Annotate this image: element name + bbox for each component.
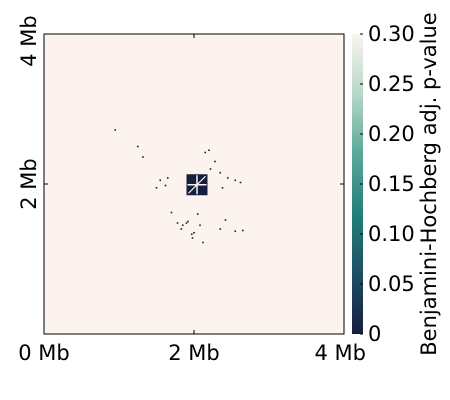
significant-point (193, 231, 195, 234)
significant-point (219, 171, 222, 174)
significant-point (166, 177, 169, 179)
significant-point (170, 211, 173, 214)
x-tick-label: 2 Mb (168, 341, 220, 365)
significant-point (155, 186, 158, 189)
significant-point (159, 179, 162, 182)
colorbar-label: Benjamini-Hochberg adj. p-value (417, 12, 441, 355)
significant-point (221, 186, 224, 189)
x-tick-label: 4 Mb (315, 341, 367, 365)
significant-point (190, 233, 193, 236)
significant-point (219, 228, 222, 230)
significant-point (241, 229, 244, 232)
x-tick-label: 0 Mb (18, 341, 70, 365)
y-tick-label: 4 Mb (17, 15, 41, 67)
significant-point (181, 224, 184, 227)
colorbar-tick-label: 0.25 (368, 72, 415, 96)
significant-point (136, 145, 139, 148)
cluster-gap-diagonal (188, 175, 206, 194)
significant-point (176, 222, 179, 224)
colorbar-tick-label: 0.05 (368, 272, 415, 296)
significant-point (202, 241, 204, 244)
significant-point (142, 156, 144, 158)
significant-point (114, 129, 117, 131)
significant-point (187, 220, 189, 223)
significant-point (164, 184, 167, 187)
significant-point (180, 228, 183, 230)
significant-point (204, 151, 207, 154)
colorbar-tick-label: 0.10 (368, 222, 415, 246)
colorbar-tick-label: 0.15 (368, 172, 415, 196)
colorbar-tick-label: 0.30 (368, 22, 415, 46)
significant-point (196, 213, 199, 215)
significant-point (191, 237, 194, 239)
significant-point (199, 224, 201, 227)
significant-point (208, 149, 210, 152)
y-tick-label: 2 Mb (17, 158, 41, 210)
significant-point (224, 219, 227, 221)
significant-point (185, 222, 188, 224)
significant-point (234, 230, 237, 233)
colorbar (352, 34, 363, 334)
significant-point (209, 168, 212, 170)
significant-point (226, 177, 229, 179)
significant-point (239, 181, 242, 184)
colorbar-tick-label: 0.20 (368, 122, 415, 146)
significant-point (214, 160, 216, 163)
colorbar-tick-label: 0 (368, 322, 381, 346)
significant-point (234, 179, 237, 182)
